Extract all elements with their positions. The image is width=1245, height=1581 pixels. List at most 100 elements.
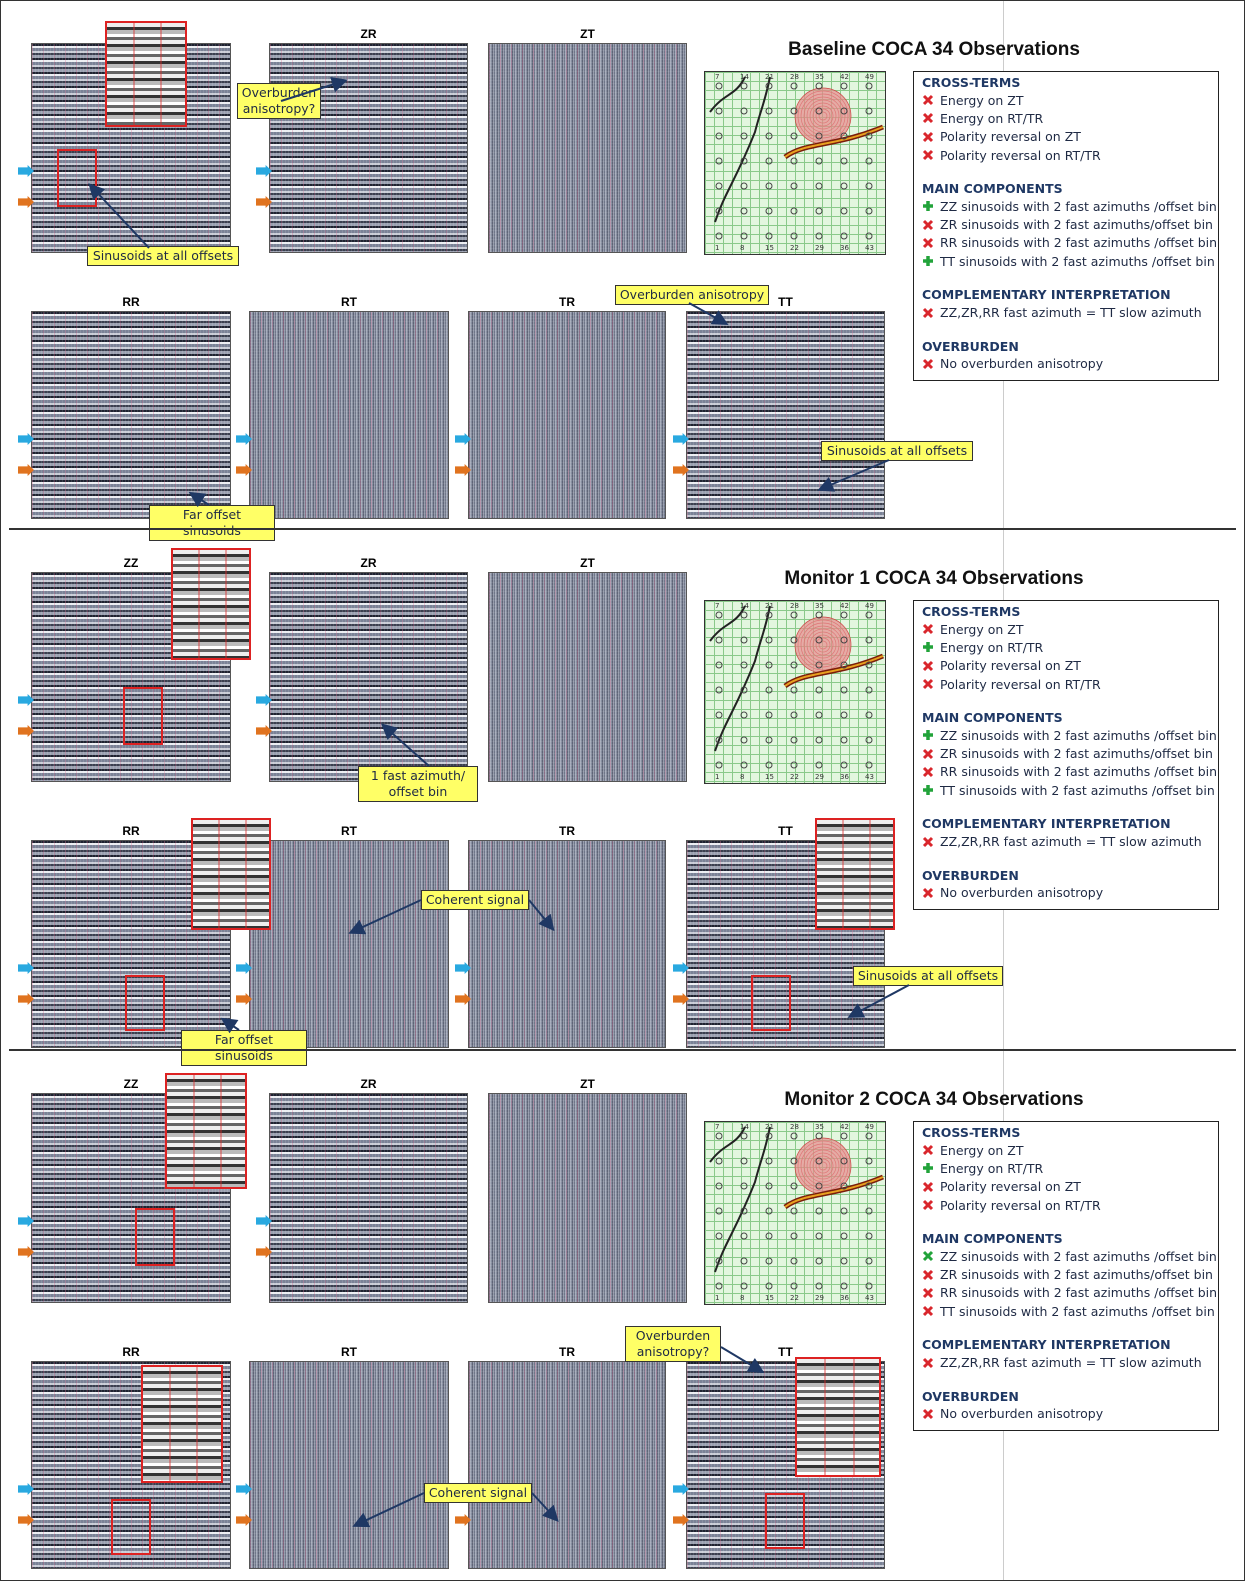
receiver <box>715 1257 723 1265</box>
item-text: Polarity reversal on ZT <box>940 1179 1081 1195</box>
map-label: 1 <box>715 773 720 781</box>
status-icon <box>922 1357 934 1368</box>
observation-section: MAIN COMPONENTS ZZ sinusoids with 2 fast … <box>922 181 1217 270</box>
gather-label: ZT <box>580 1077 595 1091</box>
gather-label: TR <box>559 1345 575 1359</box>
panel-title: Monitor 2 COCA 34 Observations <box>784 1089 1084 1110</box>
marker-arrow <box>455 464 471 476</box>
receiver <box>765 611 773 619</box>
ring <box>794 616 852 674</box>
panel: ZZ ZR ZT RR RT TR TT 7 14 21 28 35 42 49 1 8 15 22 29 36 43 M… <box>9 528 1236 1066</box>
receiver <box>765 232 773 240</box>
icon-shape <box>922 237 934 248</box>
observation-item: Polarity reversal on ZT <box>922 1178 1210 1196</box>
map-label: 22 <box>790 244 799 252</box>
gather-panel <box>249 311 449 519</box>
receiver <box>715 1157 723 1165</box>
gather-label: RT <box>341 1345 357 1359</box>
gather-label: RR <box>122 295 140 309</box>
receiver <box>765 1182 773 1190</box>
receiver <box>815 1257 823 1265</box>
map-label: 42 <box>840 602 849 610</box>
icon-shape <box>922 836 934 847</box>
status-icon <box>922 1287 934 1298</box>
item-text: Polarity reversal on RT/TR <box>940 147 1101 163</box>
section-heading: CROSS-TERMS <box>922 604 1021 619</box>
gather-panel <box>249 1361 449 1569</box>
map-label: 29 <box>815 1294 824 1302</box>
gather-panel <box>468 311 666 519</box>
observation-section: MAIN COMPONENTS ZZ sinusoids with 2 fast … <box>922 1231 1217 1320</box>
gather-label: RR <box>122 1345 140 1359</box>
receiver <box>715 132 723 140</box>
receiver <box>765 182 773 190</box>
item-text: RR sinusoids with 2 fast azimuths /offse… <box>940 235 1218 251</box>
icon-shape <box>923 201 933 212</box>
receiver <box>840 1182 848 1190</box>
receiver <box>740 232 748 240</box>
marker-arrow <box>673 993 689 1005</box>
receiver <box>865 1132 873 1140</box>
observation-section: CROSS-TERMS Energy on ZT Energy on RT/TR Po… <box>922 1125 1210 1214</box>
icon-shape <box>922 678 934 690</box>
icon-shape <box>922 358 934 369</box>
item-text: ZZ sinusoids with 2 fast azimuths /offse… <box>940 1248 1217 1264</box>
status-icon <box>922 219 934 230</box>
gather-panel <box>488 1093 687 1303</box>
receiver <box>715 711 723 719</box>
receiver <box>715 661 723 669</box>
observation-item: Polarity reversal on ZT <box>922 657 1210 675</box>
item-text: ZZ sinusoids with 2 fast azimuths /offse… <box>940 727 1217 743</box>
observation-item: Energy on ZT <box>922 620 1210 638</box>
receiver <box>865 1207 873 1215</box>
observation-item: TT sinusoids with 2 fast azimuths /offse… <box>922 252 1215 270</box>
observation-item: RR sinusoids with 2 fast azimuths /offse… <box>922 763 1217 781</box>
receiver <box>865 686 873 694</box>
receiver <box>765 107 773 115</box>
fault <box>784 126 884 158</box>
section-heading: CROSS-TERMS <box>922 75 1021 90</box>
receiver <box>740 207 748 215</box>
receiver <box>840 1207 848 1215</box>
observation-item: ZZ,ZR,RR fast azimuth = TT slow azimuth <box>922 832 1210 850</box>
icon-shape <box>922 887 934 898</box>
receiver <box>740 1207 748 1215</box>
receiver <box>865 761 873 769</box>
receiver <box>815 611 823 619</box>
status-icon <box>922 660 934 671</box>
gather-panel <box>686 311 885 519</box>
receiver <box>765 132 773 140</box>
receiver <box>740 636 748 644</box>
map-label: 28 <box>790 602 799 610</box>
gather-label: TR <box>559 824 575 838</box>
icon-shape <box>922 113 934 124</box>
status-icon <box>922 1145 934 1156</box>
item-text: ZZ sinusoids with 2 fast azimuths /offse… <box>940 198 1217 214</box>
item-text: Polarity reversal on ZT <box>940 129 1081 145</box>
receiver <box>740 82 748 90</box>
receiver <box>840 182 848 190</box>
receiver <box>865 157 873 165</box>
location-map: 7 14 21 28 35 42 49 1 8 15 22 29 36 43 <box>704 71 886 255</box>
zoom-box <box>171 548 251 660</box>
map-drawing <box>709 76 884 240</box>
callout: Coherent signal <box>424 1483 532 1503</box>
map-label: 35 <box>815 73 824 81</box>
icon-shape <box>923 785 933 796</box>
receiver <box>840 157 848 165</box>
receiver <box>765 1132 773 1140</box>
receiver <box>740 182 748 190</box>
observation-item: ZZ,ZR,RR fast azimuth = TT slow azimuth <box>922 1353 1210 1371</box>
callout: Sinusoids at all offsets <box>87 246 239 266</box>
marker-arrow <box>256 694 272 706</box>
observation-section: COMPLEMENTARY INTERPRETATION ZZ,ZR,RR fas… <box>922 816 1210 850</box>
status-icon <box>922 1181 934 1192</box>
icon-shape <box>923 730 933 741</box>
observation-section: OVERBURDEN No overburden anisotropy <box>922 339 1210 373</box>
map-label: 43 <box>865 1294 874 1302</box>
icon-shape <box>922 1287 934 1298</box>
receiver <box>840 1257 848 1265</box>
receiver <box>765 636 773 644</box>
section-heading: MAIN COMPONENTS <box>922 1231 1063 1247</box>
panel-title: Monitor 1 COCA 34 Observations <box>784 568 1084 589</box>
